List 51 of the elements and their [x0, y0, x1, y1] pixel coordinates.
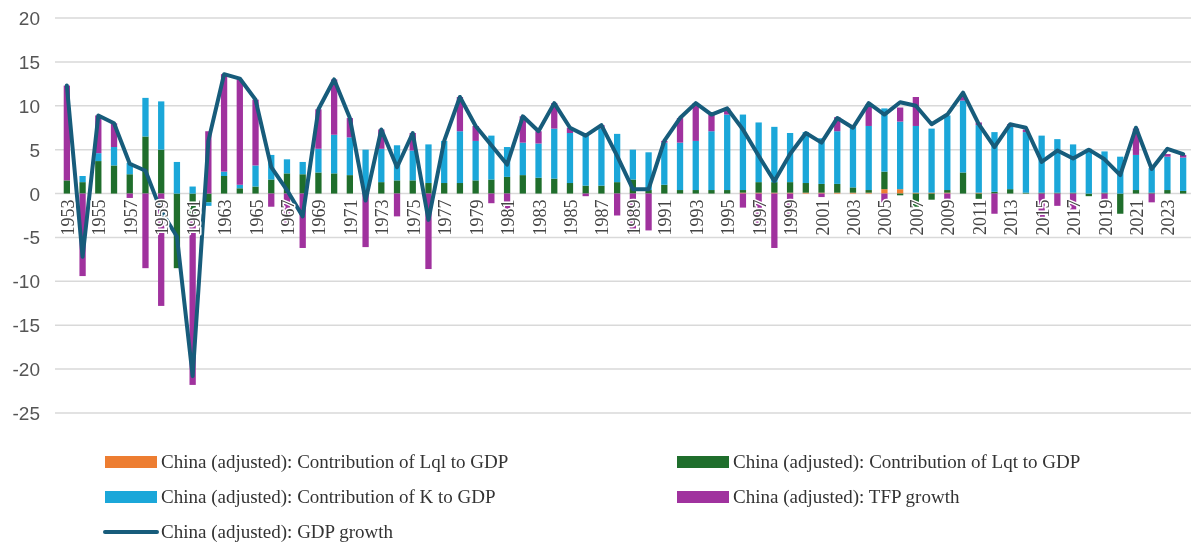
y-tick-label: -10 [12, 271, 40, 293]
x-tick-label: 1999 [781, 199, 802, 236]
x-tick-label: 1979 [466, 199, 487, 236]
legend-label: China (adjusted): Contribution of K to GDP [161, 486, 496, 508]
x-tick-label: 2019 [1095, 199, 1116, 236]
x-tick-label: 1957 [120, 199, 141, 236]
y-tick-label: -5 [23, 227, 40, 249]
y-tick-label: -15 [12, 315, 40, 337]
x-tick-label: 1995 [718, 199, 739, 236]
x-tick-label: 1987 [592, 199, 613, 236]
x-tick-label: 1977 [435, 199, 456, 236]
x-tick-label: 2015 [1032, 199, 1053, 236]
x-tick-label: 1973 [372, 199, 393, 236]
x-tick-label: 2007 [906, 199, 927, 236]
x-tick-label: 1981 [498, 199, 519, 236]
x-tick-label: 1989 [623, 199, 644, 236]
x-tick-label: 2011 [969, 199, 990, 235]
y-tick-label: -20 [12, 359, 40, 381]
x-tick-label: 1975 [403, 199, 424, 236]
x-tick-label: 1961 [183, 199, 204, 236]
x-tick-label: 2001 [812, 199, 833, 236]
y-tick-label: 20 [18, 8, 40, 29]
x-tick-label: 1953 [57, 199, 78, 236]
legend-label: China (adjusted): Contribution of Lql to GDP [161, 451, 509, 473]
x-tick-label: 1963 [215, 199, 236, 236]
x-tick-label: 1985 [560, 199, 581, 236]
x-tick-label: 1991 [655, 199, 676, 236]
x-tick-label: 2005 [875, 199, 896, 236]
legend-label: China (adjusted): GDP growth [161, 521, 394, 543]
y-tick-label: 10 [18, 95, 40, 117]
x-tick-label: 2023 [1158, 199, 1179, 236]
x-tick-label: 2013 [1001, 199, 1022, 236]
x-tick-label: 1971 [340, 199, 361, 236]
y-tick-label: -25 [12, 403, 40, 424]
x-tick-label: 1959 [152, 199, 173, 236]
x-tick-label: 2021 [1126, 199, 1147, 236]
x-tick-label: 1969 [309, 199, 330, 236]
x-tick-label: 1967 [277, 199, 298, 236]
x-tick-label: 2003 [843, 199, 864, 236]
y-tick-label: 15 [18, 51, 40, 73]
x-tick-label: 2017 [1064, 199, 1085, 236]
x-tick-label: 1983 [529, 199, 550, 236]
y-tick-label: 0 [29, 183, 40, 205]
x-tick-label: 1997 [749, 199, 770, 236]
x-tick-label: 2009 [938, 199, 959, 236]
legend-label: China (adjusted): Contribution of Lqt to GDP [733, 451, 1081, 473]
y-tick-label: 5 [29, 139, 40, 161]
x-tick-label: 1965 [246, 199, 267, 236]
legend-label: China (adjusted): TFP growth [733, 486, 960, 508]
x-tick-label: 1993 [686, 199, 707, 236]
x-tick-label: 1955 [89, 199, 110, 236]
